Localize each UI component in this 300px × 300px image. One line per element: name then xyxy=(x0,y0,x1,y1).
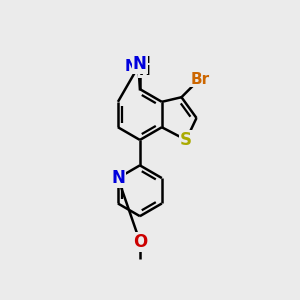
Text: S: S xyxy=(180,131,192,149)
Text: N: N xyxy=(133,55,147,73)
Text: N: N xyxy=(124,58,137,74)
Text: O: O xyxy=(133,232,147,250)
Text: N: N xyxy=(111,169,125,187)
Text: H: H xyxy=(139,64,150,78)
Text: Br: Br xyxy=(190,72,209,87)
Text: H: H xyxy=(139,55,150,69)
